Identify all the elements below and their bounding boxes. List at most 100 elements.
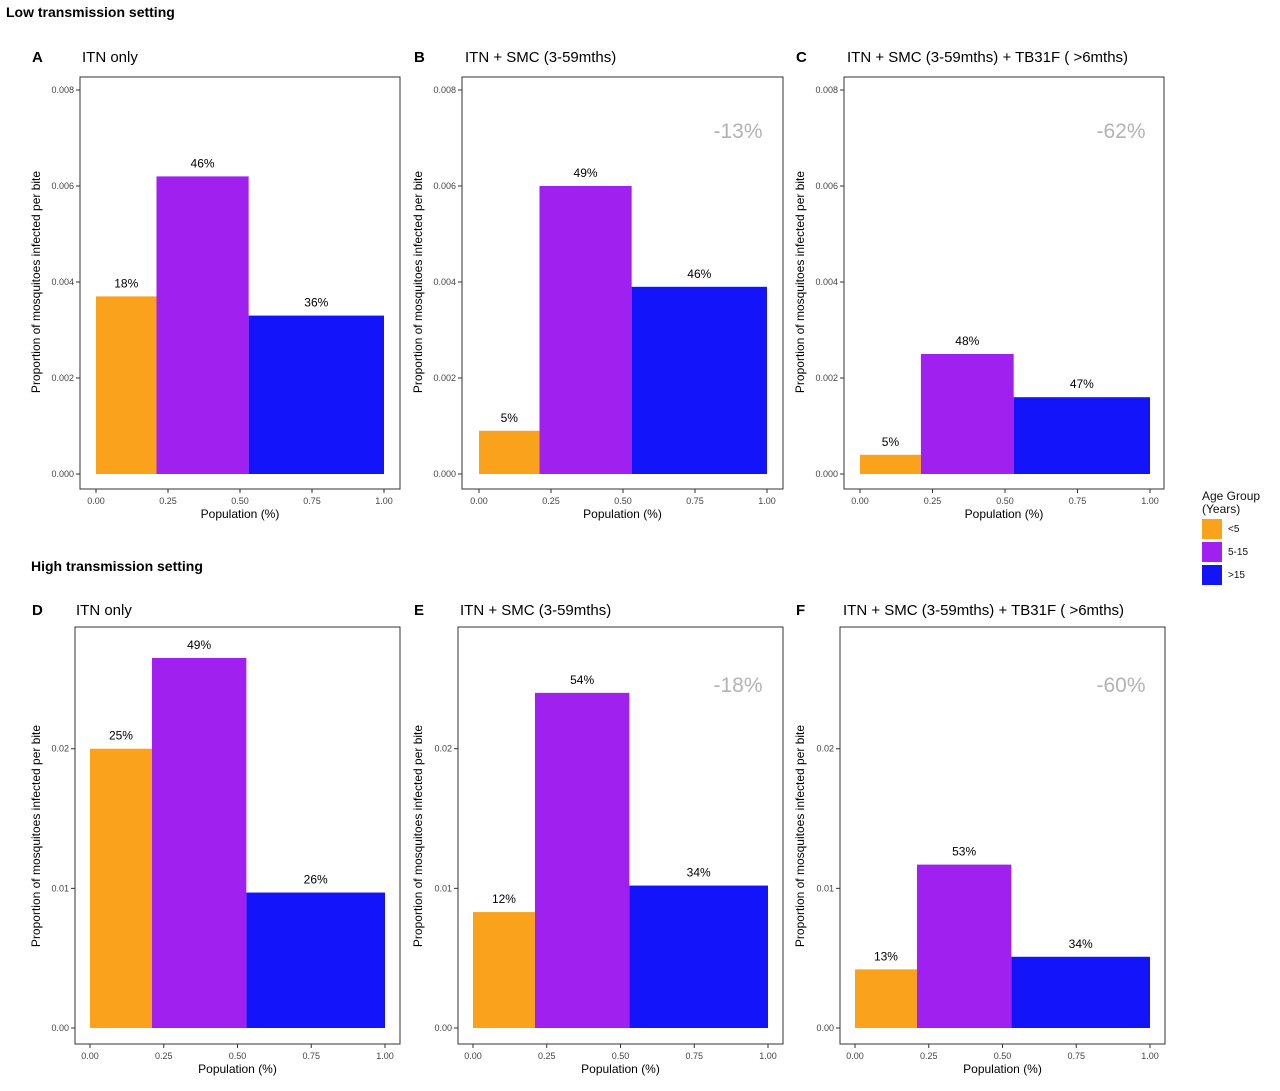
x-tick-label-d-2: 0.25	[155, 1051, 173, 1061]
x-tick-label-d-4: 0.75	[302, 1051, 320, 1061]
bar-label-f-3: 34%	[1069, 937, 1093, 951]
y-tick-label-c-3: 0.004	[815, 277, 838, 287]
x-tick-label-b-3: 0.50	[614, 496, 632, 506]
reduction-label-f: -60%	[1096, 674, 1145, 697]
x-tick-label-c-3: 0.50	[996, 496, 1014, 506]
x-tick-label-f-5: 1.00	[1141, 1051, 1159, 1061]
bar-c-3	[1013, 397, 1150, 474]
bar-label-b-2: 49%	[574, 166, 598, 180]
x-tick-label-e-5: 1.00	[759, 1051, 777, 1061]
y-tick-label-e-3: 0.02	[434, 744, 452, 754]
y-tick-label-f-3: 0.02	[816, 744, 834, 754]
x-tick-label-b-5: 1.00	[758, 496, 776, 506]
legend-swatch-under5	[1202, 519, 1222, 539]
y-tick-label-d-1: 0.00	[51, 1023, 69, 1033]
x-tick-label-a-2: 0.25	[159, 496, 177, 506]
legend-label-over15: >15	[1228, 569, 1245, 581]
x-tick-label-a-5: 1.00	[375, 496, 393, 506]
panel-a: 18% 46% 36% 0.000 0.002 0.004 0.006 0.008 0.00 0.…	[29, 49, 401, 521]
x-axis-label-e: Population (%)	[581, 1062, 660, 1076]
panel-c: 5% 48% 47% 0.000 0.002 0.004 0.006 0.008 0.00 0.2…	[793, 49, 1165, 521]
x-axis-label-f: Population (%)	[963, 1062, 1042, 1076]
y-tick-label-d-2: 0.01	[51, 883, 69, 893]
bar-b-2	[539, 186, 632, 474]
y-tick-label-a-4: 0.006	[51, 181, 74, 191]
x-tick-label-e-2: 0.25	[538, 1051, 556, 1061]
bar-b-3	[631, 286, 767, 474]
y-axis-label-c: Proportion of mosquitoes infected per bi…	[793, 171, 807, 393]
legend: Age Group (Years) <5 5-15 >15	[1202, 490, 1276, 585]
bar-label-f-2: 53%	[952, 845, 976, 859]
bar-label-a-2: 46%	[191, 156, 215, 170]
y-tick-label-b-3: 0.004	[433, 277, 456, 287]
panel-title-d: ITN only	[76, 602, 132, 619]
y-tick-label-c-2: 0.002	[815, 373, 838, 383]
panel-letter-d: D	[32, 602, 43, 619]
bar-e-3	[629, 885, 768, 1028]
bar-label-c-2: 48%	[955, 334, 979, 348]
y-tick-label-d-3: 0.02	[51, 744, 69, 754]
panel-f: 13% 53% 34% 0.00 0.01 0.02 0.00 0.25 0.50 0.75 1.0…	[793, 602, 1166, 1076]
bar-c-2	[920, 354, 1014, 474]
bar-b-1	[479, 430, 540, 474]
y-tick-label-f-1: 0.00	[816, 1023, 834, 1033]
panel-title-c: ITN + SMC (3-59mths) + TB31F ( >6mths)	[847, 49, 1128, 66]
x-tick-label-c-5: 1.00	[1141, 496, 1159, 506]
legend-label-5to15: 5-15	[1228, 546, 1249, 558]
y-tick-label-b-5: 0.008	[433, 85, 456, 95]
legend-title-line2: (Years)	[1202, 502, 1241, 516]
x-tick-label-e-4: 0.75	[685, 1051, 703, 1061]
legend-swatch-over15	[1202, 565, 1222, 585]
x-tick-label-b-4: 0.75	[686, 496, 704, 506]
legend-item-5to15: 5-15	[1202, 542, 1276, 562]
x-tick-label-f-1: 0.00	[846, 1051, 864, 1061]
bar-a-2	[156, 176, 249, 474]
legend-item-under5: <5	[1202, 519, 1276, 539]
panel-letter-c: C	[796, 49, 807, 66]
y-tick-label-f-2: 0.01	[816, 883, 834, 893]
panel-b: 5% 49% 46% 0.000 0.002 0.004 0.006 0.008 0.00 0.2…	[411, 49, 784, 521]
y-tick-label-a-2: 0.002	[51, 373, 74, 383]
panel-letter-e: E	[414, 602, 424, 619]
bar-label-d-1: 25%	[109, 729, 133, 743]
panel-title-a: ITN only	[82, 49, 138, 66]
panel-title-f: ITN + SMC (3-59mths) + TB31F ( >6mths)	[843, 602, 1124, 619]
y-tick-label-c-5: 0.008	[815, 85, 838, 95]
bar-a-1	[96, 296, 157, 474]
y-tick-label-a-1: 0.000	[51, 469, 74, 479]
panel-letter-a: A	[32, 49, 43, 66]
bar-d-2	[151, 657, 247, 1028]
y-tick-label-a-3: 0.004	[51, 277, 74, 287]
panel-title-e: ITN + SMC (3-59mths)	[460, 602, 611, 619]
x-tick-label-e-1: 0.00	[464, 1051, 482, 1061]
bar-f-2	[916, 864, 1012, 1028]
bar-d-3	[246, 892, 385, 1028]
x-tick-label-a-1: 0.00	[87, 496, 105, 506]
bar-f-1	[855, 969, 917, 1028]
bar-label-a-1: 18%	[114, 276, 138, 290]
y-axis-label-e: Proportion of mosquitoes infected per bi…	[411, 725, 425, 947]
x-tick-label-f-3: 0.50	[994, 1051, 1012, 1061]
legend-item-over15: >15	[1202, 565, 1276, 585]
panel-letter-b: B	[414, 49, 425, 66]
panel-e: 12% 54% 34% 0.00 0.01 0.02 0.00 0.25 0.50 0.75 1.0…	[411, 602, 784, 1076]
x-tick-label-b-2: 0.25	[542, 496, 560, 506]
panel-title-b: ITN + SMC (3-59mths)	[465, 49, 616, 66]
x-tick-label-c-1: 0.00	[851, 496, 869, 506]
bar-e-2	[534, 692, 630, 1028]
x-tick-label-d-1: 0.00	[81, 1051, 99, 1061]
bar-label-e-1: 12%	[492, 892, 516, 906]
bar-e-1	[473, 912, 535, 1028]
bar-label-d-2: 49%	[187, 638, 211, 652]
x-tick-label-f-2: 0.25	[920, 1051, 938, 1061]
bar-label-a-3: 36%	[304, 296, 328, 310]
x-tick-label-d-3: 0.50	[229, 1051, 247, 1061]
y-axis-label-b: Proportion of mosquitoes infected per bi…	[411, 171, 425, 393]
y-axis-label-d: Proportion of mosquitoes infected per bi…	[29, 725, 43, 947]
bar-d-1	[90, 748, 152, 1028]
bar-label-f-1: 13%	[874, 949, 898, 963]
y-tick-label-e-1: 0.00	[434, 1023, 452, 1033]
x-tick-label-d-5: 1.00	[376, 1051, 394, 1061]
bar-label-b-1: 5%	[501, 411, 519, 425]
